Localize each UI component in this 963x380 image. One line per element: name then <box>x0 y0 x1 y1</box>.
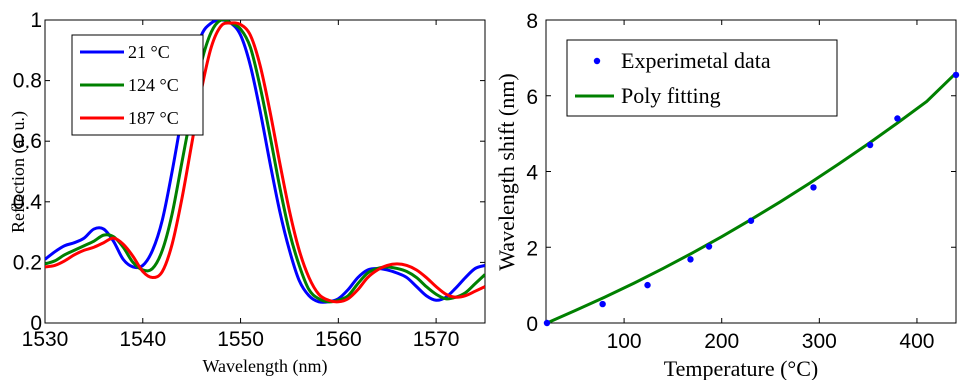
data-point <box>894 115 901 122</box>
left-y-tick-label: 0.2 <box>13 251 42 274</box>
legend-label-experimental: Experimetal data <box>621 48 771 73</box>
right-y-tick-label: 4 <box>526 162 538 185</box>
data-point <box>952 71 960 79</box>
legend-label-21c: 21 °C <box>128 42 170 62</box>
data-point <box>599 300 606 308</box>
data-point <box>810 184 817 191</box>
data-point <box>866 141 874 149</box>
left-x-tick-label: 1560 <box>315 328 362 351</box>
right-x-tick-label: 300 <box>802 330 837 353</box>
right-y-tick-label: 8 <box>526 10 538 33</box>
right-y-tick-label: 6 <box>526 86 538 109</box>
left-x-tick-label: 1540 <box>119 328 166 351</box>
data-point <box>644 281 651 289</box>
data-point <box>687 256 694 263</box>
right-y-axis-label: Wavelength shift (nm) <box>494 73 519 270</box>
right-x-tick-label: 200 <box>704 330 739 353</box>
legend-label-poly: Poly fitting <box>621 83 721 108</box>
series-line-0 <box>45 20 485 304</box>
right-series <box>543 71 960 327</box>
left-x-tick-label: 1550 <box>217 328 264 351</box>
legend-marker-experimental <box>593 57 601 65</box>
data-point <box>705 243 713 250</box>
left-y-axis-label: Reflection (a. u.) <box>8 111 29 233</box>
left-legend: 21 °C 124 °C 187 °C <box>71 34 204 136</box>
left-x-tick-label: 1530 <box>22 328 69 351</box>
reflection-chart: 1530 1540 1550 1560 1570 0 0.2 0.4 0.6 0.8 1 21 °C… <box>8 9 486 377</box>
series-line-2 <box>45 21 485 304</box>
left-series <box>45 20 485 304</box>
left-x-tick-label: 1570 <box>413 328 460 351</box>
right-x-tick-label: 400 <box>899 330 934 353</box>
right-legend-box <box>566 39 838 117</box>
data-point <box>747 217 755 224</box>
right-legend: Experimetal data Poly fitting <box>566 39 838 117</box>
legend-label-124c: 124 °C <box>128 75 179 95</box>
legend-label-187c: 187 °C <box>128 108 179 128</box>
right-y-tick-label: 0 <box>526 313 538 336</box>
right-ticks: 100 200 300 400 0 2 4 6 8 <box>526 10 956 353</box>
left-y-tick-label: 0.6 <box>13 130 42 153</box>
left-ticks: 1530 1540 1550 1560 1570 0 0.2 0.4 0.6 0.8 1 <box>13 9 485 351</box>
data-point <box>543 319 551 327</box>
wavelength-shift-chart: 100 200 300 400 0 2 4 6 8 Experimetal data Poly … <box>494 10 960 380</box>
left-y-tick-label: 1 <box>30 9 42 32</box>
left-y-tick-label: 0 <box>30 312 42 335</box>
left-x-axis-label: Wavelength (nm) <box>202 356 327 377</box>
right-x-tick-label: 100 <box>607 330 642 353</box>
left-y-tick-label: 0.8 <box>13 70 42 93</box>
right-y-tick-label: 2 <box>526 237 538 260</box>
right-x-axis-label: Temperature (°C) <box>664 356 818 380</box>
left-y-tick-label: 0.4 <box>13 191 43 214</box>
